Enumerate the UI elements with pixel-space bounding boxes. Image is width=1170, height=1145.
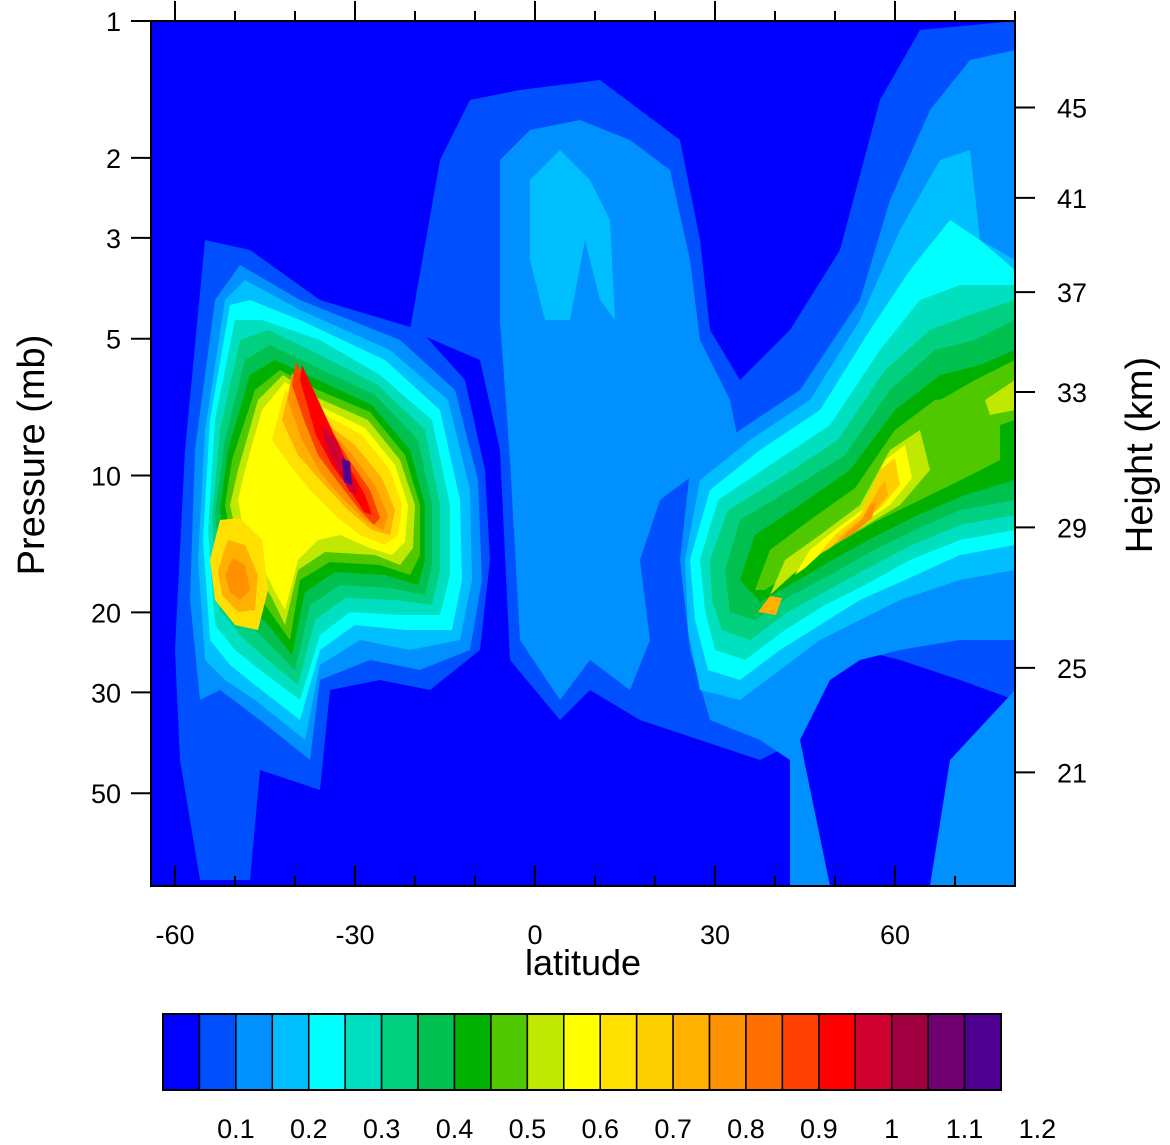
colorbar-label: 0.5 bbox=[509, 1114, 547, 1144]
colorbar-label: 0.1 bbox=[217, 1114, 255, 1144]
contour-north-band-core bbox=[985, 380, 1015, 415]
contour-field bbox=[175, 21, 1015, 886]
colorbar-frame bbox=[162, 1013, 1002, 1091]
colorbar-box bbox=[745, 1013, 784, 1091]
colorbar-box bbox=[927, 1013, 966, 1091]
colorbar-label: 0.3 bbox=[363, 1114, 401, 1144]
colorbar-box bbox=[854, 1013, 893, 1091]
x-tick-label: 0 bbox=[527, 920, 542, 950]
contour-north-l12 bbox=[830, 480, 888, 548]
colorbar-box bbox=[635, 1013, 674, 1091]
y-tick-label: 1 bbox=[106, 7, 121, 37]
colorbar-label: 0.4 bbox=[436, 1114, 474, 1144]
colorbar-box bbox=[708, 1013, 747, 1091]
contour-north-spot-a bbox=[758, 596, 782, 615]
y-tick-label: 20 bbox=[91, 598, 121, 628]
y-tick-label: 10 bbox=[91, 462, 121, 492]
colorbar-box bbox=[963, 1013, 1002, 1091]
colorbar-label: 0.7 bbox=[654, 1114, 692, 1144]
colorbar-box bbox=[781, 1013, 820, 1091]
colorbar-box bbox=[672, 1013, 711, 1091]
colorbar-box bbox=[235, 1013, 274, 1091]
y-tick-label: 5 bbox=[106, 325, 121, 355]
colorbar-box bbox=[563, 1013, 601, 1091]
y-axis-label: Pressure (mb) bbox=[11, 335, 53, 576]
x-tick-label: -60 bbox=[155, 920, 194, 950]
x-tick-label: -30 bbox=[335, 920, 374, 950]
x-tick-label: 60 bbox=[880, 920, 910, 950]
colorbar-box bbox=[307, 1013, 346, 1091]
contour-north-band bbox=[940, 360, 1015, 445]
colorbar-box bbox=[818, 1013, 857, 1091]
y-right-tick-label: 45 bbox=[1057, 94, 1087, 124]
contour-south-max bbox=[342, 458, 352, 485]
colorbar-label: 0.6 bbox=[581, 1114, 619, 1144]
y-tick-label: 30 bbox=[91, 678, 121, 708]
colorbar-box bbox=[380, 1013, 419, 1091]
y-tick-label: 3 bbox=[106, 224, 121, 254]
contour-north-l11 bbox=[818, 458, 900, 555]
axes: -60 -30 0 30 60 1 2 3 5 10 20 30 50 45 41 37 33 29 25 21 bbox=[91, 1, 1087, 950]
plot-frame bbox=[150, 20, 1016, 887]
colorbar-box bbox=[198, 1013, 237, 1091]
y-right-tick-label: 33 bbox=[1057, 378, 1087, 408]
colorbar-box bbox=[417, 1013, 456, 1091]
colorbar-label: 0.9 bbox=[800, 1114, 838, 1144]
colorbar-box bbox=[526, 1013, 565, 1091]
plot-area bbox=[151, 21, 1015, 886]
colorbar: 0.1 0.2 0.3 0.4 0.5 0.6 0.7 0.8 0.9 1 1.1 1.2 bbox=[162, 1013, 1057, 1144]
colorbar-box bbox=[490, 1013, 529, 1091]
colorbar-label: 1 bbox=[884, 1114, 899, 1144]
y-right-tick-label: 29 bbox=[1057, 513, 1087, 543]
colorbar-label: 0.8 bbox=[727, 1114, 765, 1144]
colorbar-label: 1.2 bbox=[1019, 1114, 1057, 1144]
y-right-tick-label: 41 bbox=[1057, 184, 1087, 214]
y-tick-label: 50 bbox=[91, 779, 121, 809]
x-axis-label: latitude bbox=[525, 942, 641, 983]
y-right-tick-label: 25 bbox=[1057, 654, 1087, 684]
y-right-tick-label: 37 bbox=[1057, 278, 1087, 308]
colorbar-box bbox=[453, 1013, 492, 1091]
colorbar-box bbox=[162, 1013, 201, 1091]
colorbar-box bbox=[890, 1013, 929, 1091]
contour-north-l13 bbox=[838, 502, 876, 542]
colorbar-label: 0.2 bbox=[290, 1114, 328, 1144]
colorbar-box bbox=[599, 1013, 638, 1091]
colorbar-label: 1.1 bbox=[946, 1114, 984, 1144]
colorbar-box bbox=[344, 1013, 383, 1091]
y-right-tick-label: 21 bbox=[1057, 758, 1087, 788]
x-tick-label: 30 bbox=[700, 920, 730, 950]
y-axis-label-right: Height (km) bbox=[1119, 357, 1161, 553]
contour-tropical-l3 bbox=[530, 150, 615, 320]
contour-south-secondary-c bbox=[225, 558, 250, 600]
colorbar-box bbox=[271, 1013, 310, 1091]
y-tick-label: 2 bbox=[106, 144, 121, 174]
